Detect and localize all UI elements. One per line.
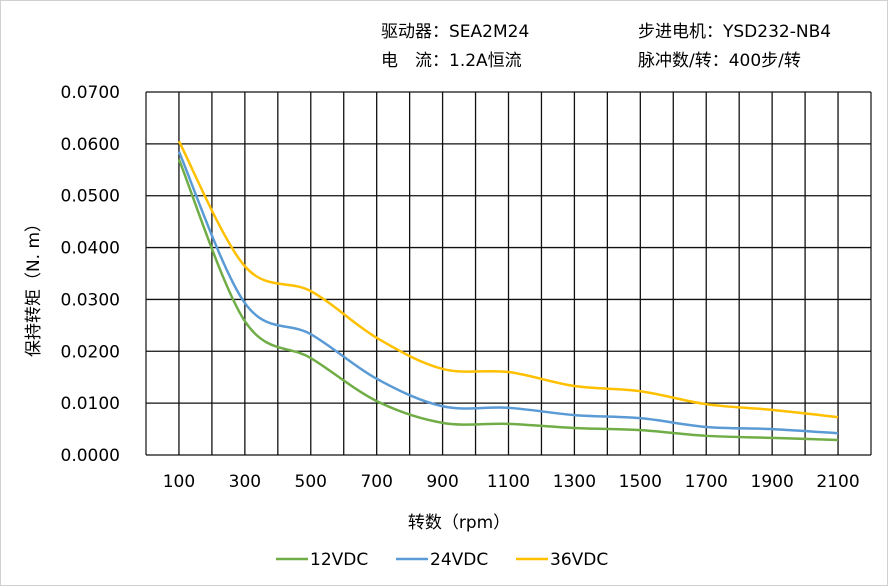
pulses-label: 脉冲数/转：400步/转: [638, 51, 801, 71]
y-tick-label: 0.0100: [61, 394, 120, 414]
x-tick-label: 500: [295, 472, 327, 492]
legend-label-24VDC: 24VDC: [430, 550, 488, 570]
y-tick-label: 0.0300: [61, 290, 120, 310]
x-tick-label: 1700: [685, 472, 728, 492]
series-line-12VDC: [177, 158, 839, 442]
legend-label-12VDC: 12VDC: [310, 550, 368, 570]
legend-label-36VDC: 36VDC: [550, 550, 608, 570]
x-tick-label: 1300: [553, 472, 596, 492]
y-tick-label: 0.0200: [61, 342, 120, 362]
y-axis-label: 保持转矩（N. m）: [24, 215, 44, 357]
series-line-24VDC: [177, 151, 839, 435]
x-tick-label: 900: [426, 472, 458, 492]
series-line-36VDC: [177, 140, 839, 419]
x-tick-label: 1500: [619, 472, 662, 492]
driver-label: 驱动器：SEA2M24: [381, 22, 530, 42]
x-tick-label: 300: [229, 472, 261, 492]
current-label: 电 流：1.2A恒流: [381, 51, 522, 71]
motor-label: 步进电机：YSD232-NB4: [638, 22, 832, 42]
x-tick-label: 1900: [751, 472, 794, 492]
y-tick-label: 0.0000: [61, 446, 120, 466]
y-tick-label: 0.0400: [61, 239, 120, 259]
x-tick-label: 2100: [816, 472, 859, 492]
x-tick-label: 700: [360, 472, 392, 492]
y-tick-label: 0.0600: [61, 135, 120, 155]
y-tick-label: 0.0700: [61, 83, 120, 103]
x-tick-label: 100: [163, 472, 195, 492]
x-tick-label: 1100: [487, 472, 530, 492]
x-axis-label: 转数（rpm）: [408, 513, 510, 533]
y-tick-label: 0.0500: [61, 187, 120, 207]
